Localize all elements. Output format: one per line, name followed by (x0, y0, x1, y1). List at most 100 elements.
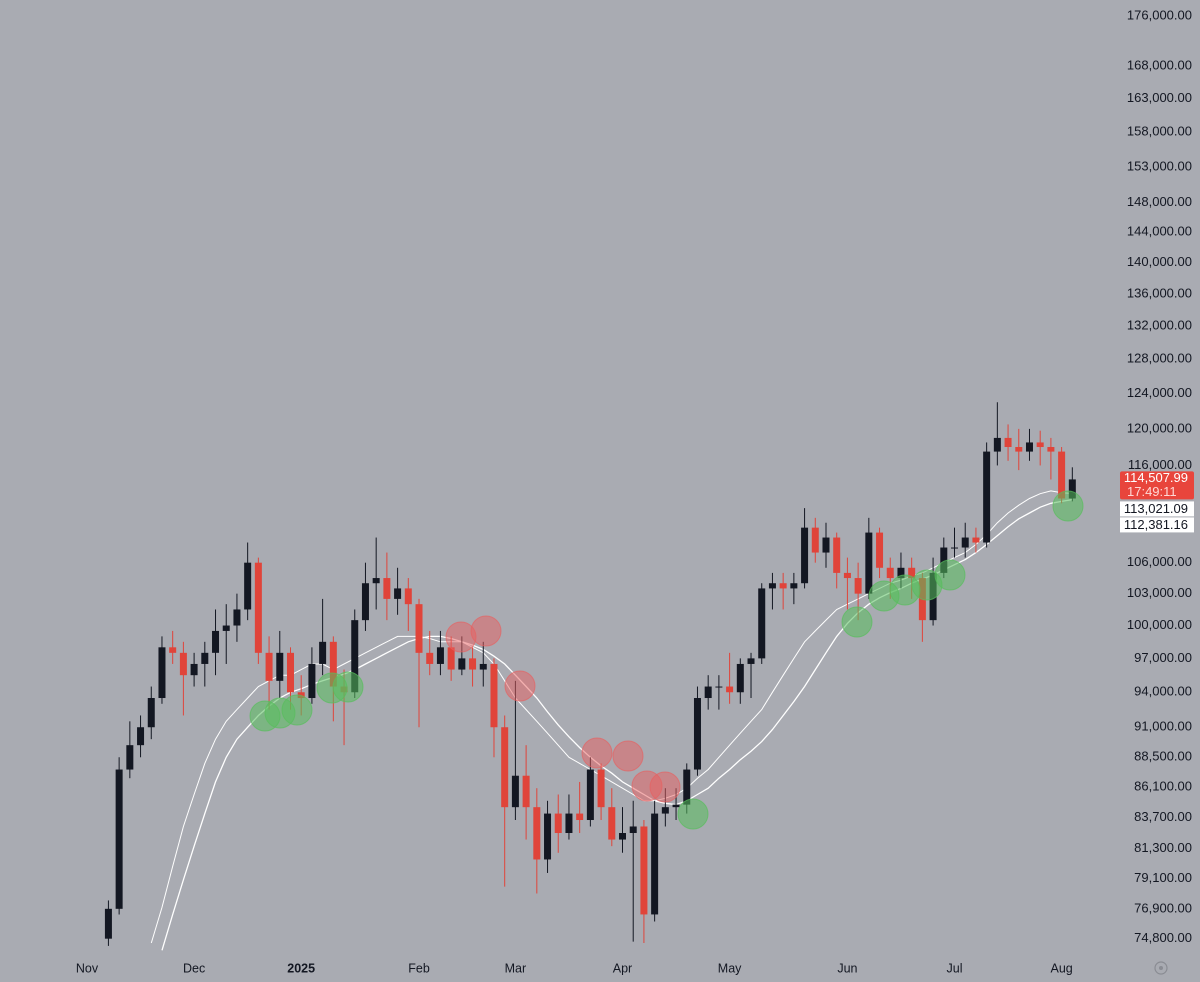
settings-icon[interactable] (1154, 961, 1168, 975)
x-tick-label: Nov (76, 961, 99, 975)
sell-signal (649, 771, 681, 803)
candle-body (383, 578, 391, 599)
y-tick-label: 144,000.00 (1127, 224, 1192, 239)
candle-body (533, 807, 541, 860)
x-tick-label: 2025 (287, 961, 315, 975)
candle-body (308, 663, 316, 699)
x-tick-label: Apr (613, 961, 632, 975)
candle-body (961, 537, 969, 548)
x-tick-label: Aug (1050, 961, 1072, 975)
candle-body (811, 527, 819, 553)
candle-body (1068, 479, 1076, 499)
y-tick-label: 100,000.00 (1127, 617, 1192, 632)
candle-body (597, 769, 605, 808)
candle-body (640, 826, 648, 915)
candle-body (415, 604, 423, 653)
candle-body (126, 745, 134, 770)
candle-body (801, 527, 809, 584)
ma-price-label: 113,021.09 (1124, 501, 1188, 516)
candle-body (222, 625, 230, 631)
candles (104, 402, 1076, 946)
y-tick-label: 76,900.00 (1134, 900, 1192, 915)
candle-body (544, 813, 552, 860)
buy-signal (677, 798, 709, 830)
candle-body (951, 547, 959, 549)
y-tick-label: 140,000.00 (1127, 254, 1192, 269)
settings-icon-dot (1159, 966, 1163, 970)
y-tick-label: 148,000.00 (1127, 194, 1192, 209)
candle-body (704, 686, 712, 699)
candle-body (1047, 447, 1055, 452)
signals (249, 490, 1084, 830)
candle-body (179, 652, 187, 676)
candle-body (779, 583, 787, 589)
candle-body (147, 698, 155, 728)
candle-body (1004, 437, 1012, 448)
candle-body (511, 775, 519, 808)
candle-body (983, 451, 991, 543)
candle-body (843, 572, 851, 579)
candle-body (351, 620, 359, 693)
candle-body (854, 578, 862, 594)
candle-body (822, 537, 830, 553)
candle-body (1015, 447, 1023, 452)
candle-body (479, 663, 487, 670)
candle-body (629, 826, 637, 834)
candle-body (458, 658, 466, 670)
candle-body (865, 532, 873, 594)
candle-body (908, 567, 916, 579)
candle-body (233, 609, 241, 626)
y-tick-label: 94,000.00 (1134, 684, 1192, 699)
y-tick-label: 79,100.00 (1134, 870, 1192, 885)
last-price-label: 114,507.99 (1124, 470, 1188, 485)
candle-body (361, 583, 369, 621)
candle-body (469, 658, 477, 670)
sell-signal (612, 740, 644, 772)
y-tick-label: 163,000.00 (1127, 90, 1192, 105)
axes: 176,000.00 168,000.00 163,000.00 158,000.00… (76, 7, 1194, 975)
buy-signal (1052, 490, 1084, 522)
candle-body (490, 663, 498, 728)
candle-body (436, 647, 444, 664)
ma-price-label: 112,381.16 (1124, 517, 1188, 532)
candle-body (790, 583, 798, 589)
candle-body (886, 567, 894, 579)
x-tick-label: Jul (947, 961, 963, 975)
candle-body (372, 578, 380, 584)
candle-body (833, 537, 841, 573)
y-tick-label: 97,000.00 (1134, 650, 1192, 665)
candle-body (201, 652, 209, 664)
candle-body (608, 807, 616, 840)
candle-body (768, 583, 776, 589)
candle-body (683, 769, 691, 805)
candle-body (747, 658, 755, 664)
y-tick-label: 116,000.00 (1128, 457, 1192, 472)
y-tick-label: 176,000.00 (1127, 7, 1192, 22)
candle-body (1058, 451, 1066, 499)
candle-body (736, 663, 744, 693)
candle-body (426, 652, 434, 664)
candle-body (276, 652, 284, 681)
candle-body (1025, 442, 1033, 452)
candle-body (554, 813, 562, 834)
candle-body (115, 769, 123, 909)
candle-body (169, 647, 177, 653)
y-tick-label: 106,000.00 (1127, 554, 1192, 569)
y-tick-label: 88,500.00 (1134, 749, 1192, 764)
y-tick-label: 86,100.00 (1134, 778, 1192, 793)
candle-body (715, 686, 723, 688)
y-tick-label: 91,000.00 (1134, 719, 1192, 734)
candle-body (244, 562, 252, 610)
buy-signal (934, 559, 966, 591)
ma-price-box (1120, 517, 1194, 533)
candle-body (447, 647, 455, 670)
y-tick-label: 120,000.00 (1127, 420, 1192, 435)
candle-body (993, 437, 1001, 452)
candle-body (672, 804, 680, 808)
y-tick-label: 136,000.00 (1127, 285, 1192, 300)
candle-body (158, 647, 166, 699)
y-tick-label: 74,800.00 (1134, 930, 1192, 945)
candle-body (329, 641, 337, 687)
y-tick-label: 132,000.00 (1127, 318, 1192, 333)
